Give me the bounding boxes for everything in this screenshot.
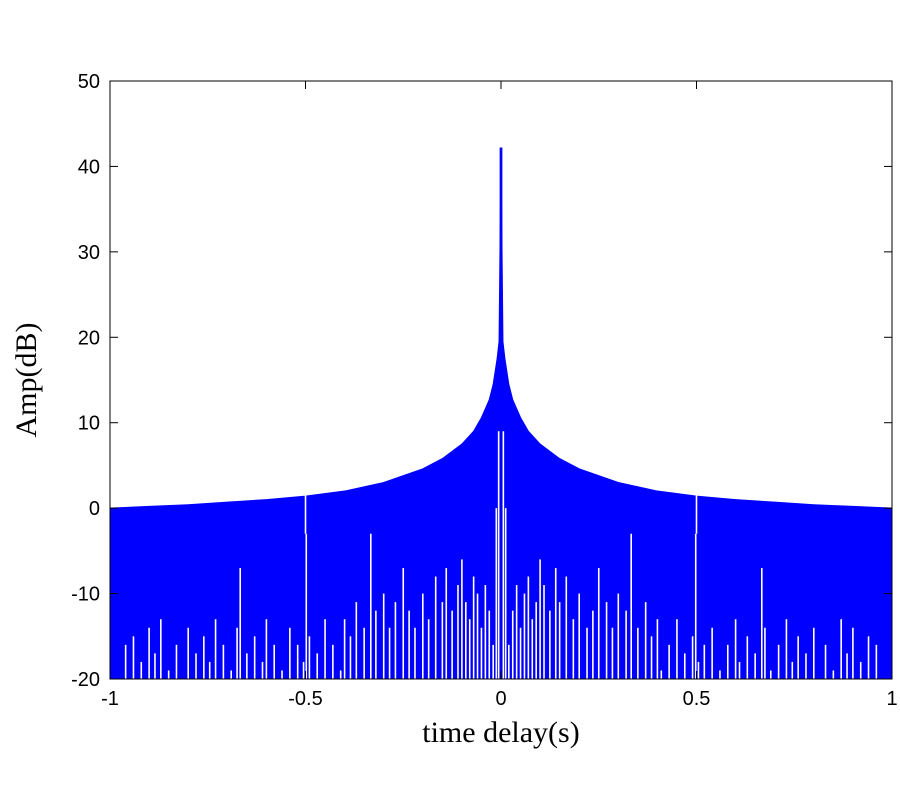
y-axis-label: Amp(dB)	[10, 323, 43, 438]
y-tick-label: 10	[78, 413, 100, 435]
y-axis-ticks: -20 -10 0 10 20 30 40 50	[71, 71, 892, 691]
x-tick-label: -0.5	[288, 688, 322, 710]
x-tick-label: -1	[101, 688, 119, 710]
axes-frame	[109, 80, 893, 680]
y-tick-label: -10	[71, 584, 100, 606]
x-axis-ticks: -1 -0.5 0 0.5 1	[101, 81, 898, 710]
x-axis-label: time delay(s)	[422, 716, 579, 749]
y-tick-label: 40	[78, 156, 100, 178]
x-tick-label: 1	[886, 688, 897, 710]
y-tick-label: 30	[78, 242, 100, 264]
y-tick-label: 0	[89, 498, 100, 520]
y-tick-label: 20	[78, 327, 100, 349]
x-tick-label: 0.5	[683, 688, 711, 710]
x-tick-label: 0	[495, 688, 506, 710]
y-tick-label: -20	[71, 669, 100, 691]
plot-area	[110, 147, 892, 679]
y-tick-label: 50	[78, 71, 100, 93]
